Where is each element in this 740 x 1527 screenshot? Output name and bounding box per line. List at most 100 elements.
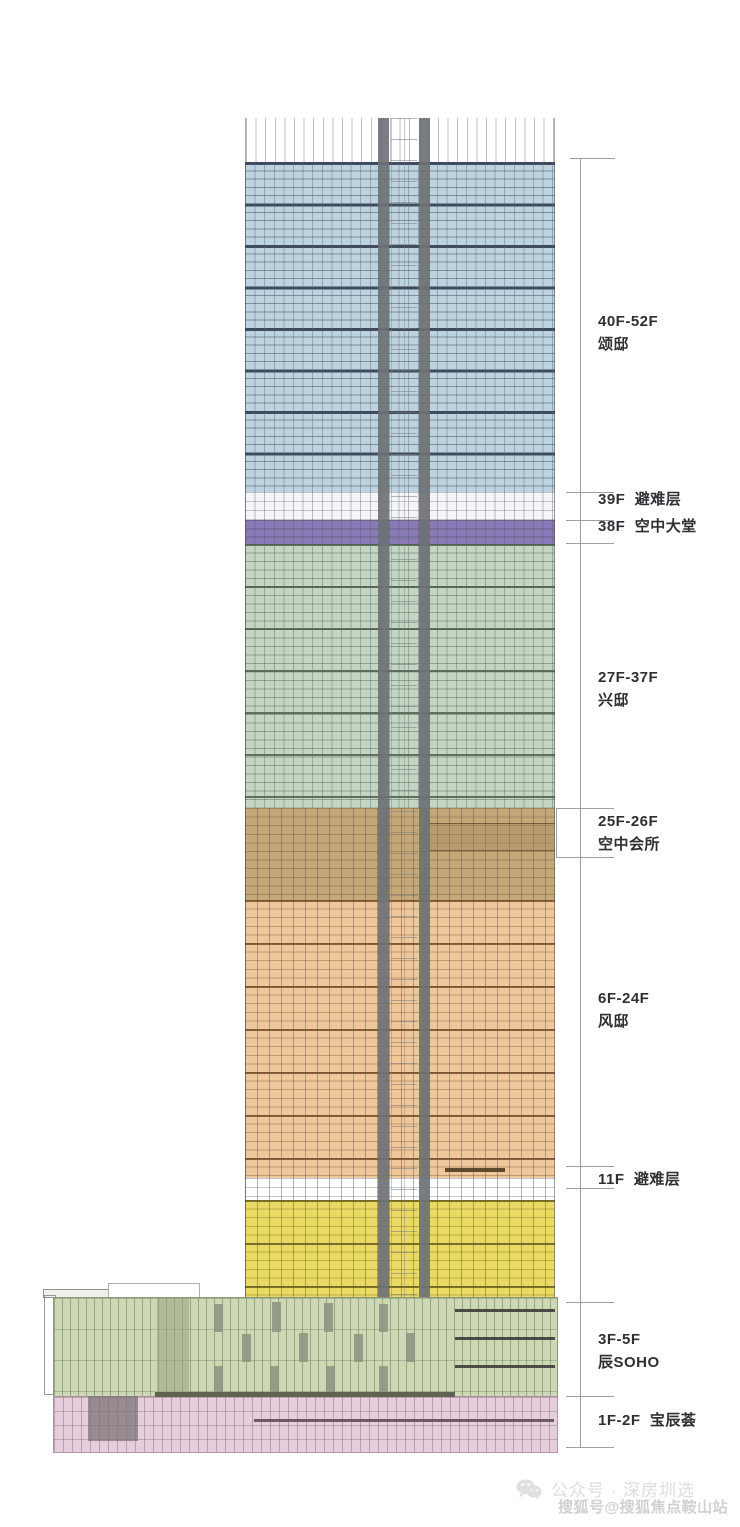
zone-name: 避难层 xyxy=(634,491,682,508)
floor-lines xyxy=(245,162,555,492)
edge-left xyxy=(245,492,246,520)
watermark-text: 公众号 · 深房圳选 xyxy=(551,1481,696,1500)
zone-name: 风邸 xyxy=(598,1013,630,1031)
podium-window xyxy=(354,1334,363,1362)
zone-tower-mid xyxy=(245,544,555,808)
podium-window xyxy=(406,1333,415,1362)
retail-dark-volume xyxy=(88,1396,138,1441)
zone-sky-club xyxy=(245,808,555,900)
edge-right xyxy=(554,492,555,520)
zone-floors: 40F-52F xyxy=(598,313,659,330)
zone-sky-lobby-38 xyxy=(245,520,555,544)
zone-floors: 1F-2F xyxy=(598,1412,641,1429)
edge-left xyxy=(245,1200,246,1316)
edge-right xyxy=(554,1178,555,1200)
structural-bands xyxy=(245,162,555,492)
podium-window xyxy=(272,1302,281,1332)
facade-mullions xyxy=(245,544,555,808)
zone-refuge-11 xyxy=(245,1178,555,1200)
dimension-tick xyxy=(556,808,614,809)
podium-window xyxy=(326,1366,335,1394)
zone-name: 颂邸 xyxy=(598,336,630,354)
zone-tower-top xyxy=(245,162,555,492)
podium-base-band xyxy=(155,1392,455,1397)
refuge-11-ledge xyxy=(445,1168,505,1172)
dimension-tick xyxy=(556,857,614,858)
sky-club-bracket xyxy=(556,808,557,858)
zone-name: 避难层 xyxy=(633,1171,681,1188)
zone-label-sky-lobby-38: 38F 空中大堂 xyxy=(598,515,697,538)
zone-floors: 38F xyxy=(598,518,626,535)
floor-lines xyxy=(245,900,555,1178)
facade-mullions xyxy=(245,162,555,492)
zone-floors: 3F-5F xyxy=(598,1331,641,1348)
zone-label-tower-mid: 27F-37F 兴邸 xyxy=(598,666,658,713)
sohu-watermark-text: 搜狐号@搜狐焦点鞍山站 xyxy=(558,1499,729,1516)
zone-floors: 11F xyxy=(598,1171,625,1188)
podium-window xyxy=(214,1366,223,1394)
zone-refuge-39 xyxy=(245,492,555,520)
floor-lines xyxy=(245,808,555,900)
edge-left xyxy=(245,808,246,900)
dimension-tick xyxy=(566,1396,614,1397)
edge-left xyxy=(245,1178,246,1200)
zone-name: 兴邸 xyxy=(598,692,630,710)
zone-label-sky-club: 25F-26F 空中会所 xyxy=(598,810,660,857)
wechat-icon xyxy=(516,1478,542,1499)
zone-label-soho: 3F-5F 辰SOHO xyxy=(598,1328,660,1375)
dimension-tick xyxy=(566,1302,614,1303)
structural-bands xyxy=(245,900,555,1178)
zone-floors: 6F-24F xyxy=(598,990,650,1007)
zone-label-refuge-11: 11F 避难层 xyxy=(598,1168,680,1191)
edge-left xyxy=(245,900,246,1178)
podium-window xyxy=(299,1333,308,1362)
zone-name: 空中大堂 xyxy=(634,518,697,535)
zone-soho-podium xyxy=(53,1297,558,1398)
dimension-vertical-line xyxy=(580,158,581,1448)
edge-left xyxy=(245,162,246,492)
edge-left xyxy=(245,544,246,808)
structural-bands xyxy=(245,544,555,808)
floor-lines xyxy=(245,1178,555,1200)
edge-right xyxy=(554,900,555,1178)
edge-right xyxy=(554,1200,555,1316)
podium-window xyxy=(379,1304,388,1332)
wechat-watermark: 公众号 · 深房圳选 xyxy=(516,1476,695,1501)
tower-stack xyxy=(245,118,555,1448)
facade-mullions xyxy=(245,808,555,900)
facade-mullions xyxy=(245,520,555,544)
facade-mullions xyxy=(245,492,555,520)
zone-floors: 27F-37F xyxy=(598,669,659,686)
zone-name: 辰SOHO xyxy=(598,1354,660,1372)
podium-window xyxy=(242,1334,251,1362)
edge-right xyxy=(554,520,555,544)
edge-right xyxy=(554,544,555,808)
podium-window xyxy=(324,1303,333,1332)
podium-window xyxy=(214,1304,223,1332)
floor-lines xyxy=(245,544,555,808)
retail-entry-band xyxy=(254,1419,554,1422)
zone-name: 宝辰荟 xyxy=(649,1412,697,1429)
zone-label-tower-low: 6F-24F 风邸 xyxy=(598,987,649,1034)
dimension-tick xyxy=(566,1166,614,1167)
sky-club-cantilever xyxy=(430,823,555,851)
zone-label-refuge-39: 39F 避难层 xyxy=(598,488,681,511)
podium-solid-panel xyxy=(157,1298,189,1397)
edge-right xyxy=(554,162,555,492)
floor-lines xyxy=(245,520,555,544)
zone-label-tower-top: 40F-52F 颂邸 xyxy=(598,310,658,357)
floor-lines xyxy=(245,492,555,520)
edge-left xyxy=(245,520,246,544)
zone-floors: 39F xyxy=(598,491,626,508)
dimension-tick xyxy=(570,158,615,159)
zone-name: 空中会所 xyxy=(598,836,661,854)
podium-window xyxy=(270,1366,279,1394)
edge-right xyxy=(554,808,555,900)
dimension-tick xyxy=(566,543,614,544)
facade-mullions xyxy=(245,900,555,1178)
facade-mullions xyxy=(245,1178,555,1200)
zone-tower-low xyxy=(245,900,555,1178)
zone-floors: 25F-26F xyxy=(598,813,659,830)
dimension-tick xyxy=(566,1447,614,1448)
